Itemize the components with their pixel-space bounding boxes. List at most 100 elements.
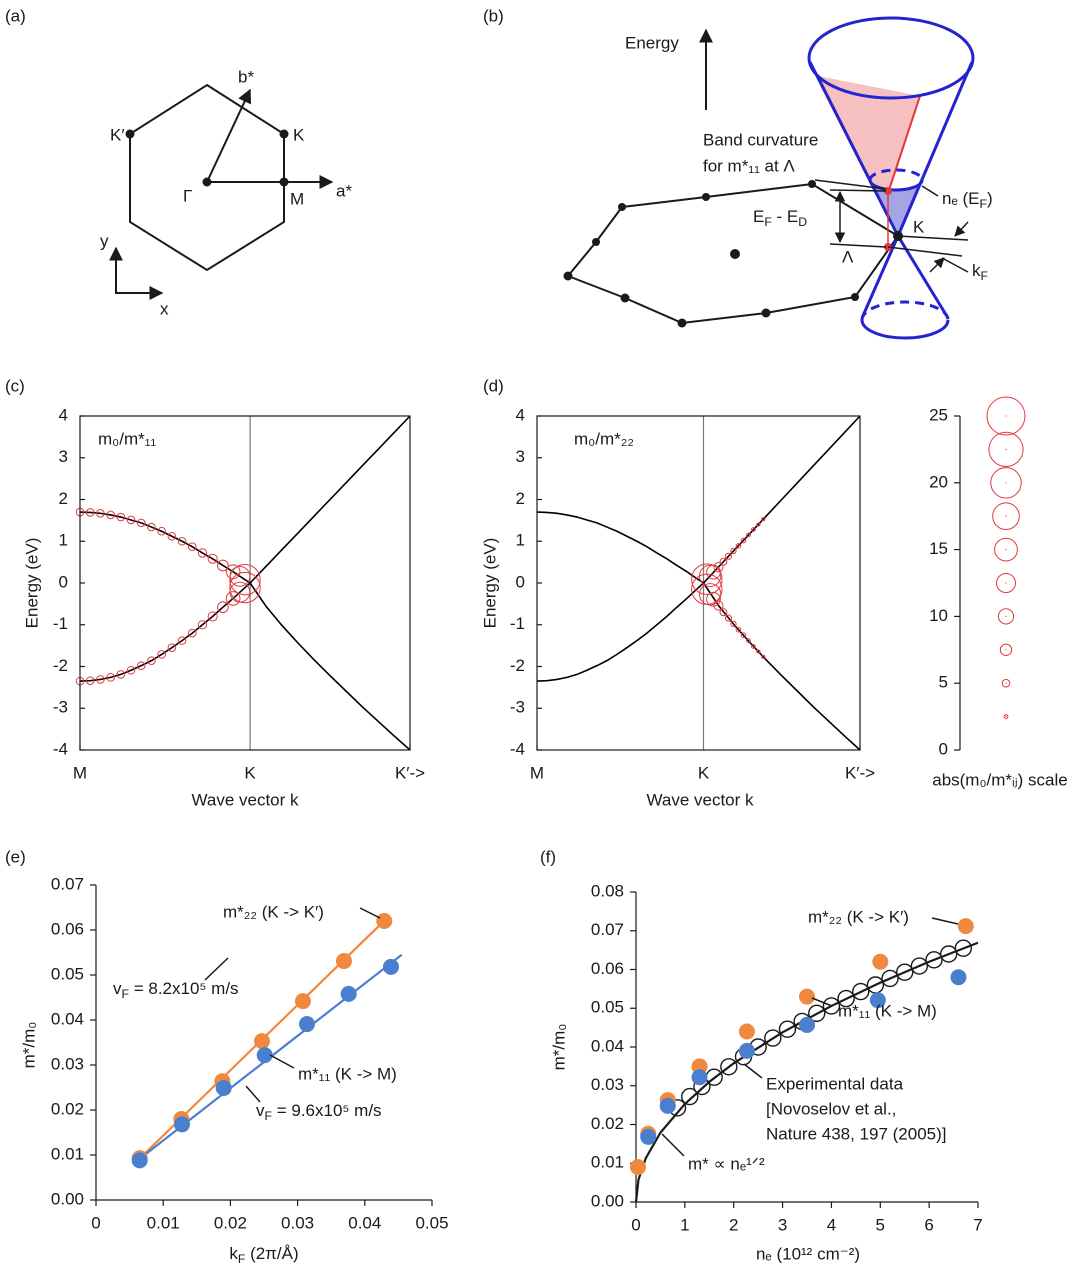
marker (738, 1023, 755, 1040)
panel-label: (b) (483, 6, 504, 25)
x-tick-label: 0.03 (281, 1213, 314, 1232)
energy-label: Energy (625, 33, 679, 52)
marker (799, 988, 815, 1005)
curvature-bubble (706, 564, 721, 580)
marker (294, 993, 311, 1010)
curvature-bubble (147, 522, 156, 532)
text-part: - E (772, 207, 798, 226)
leader-line (245, 1085, 261, 1103)
y-tick-label: 3 (59, 447, 68, 466)
y-tick-label: 0.03 (591, 1075, 624, 1094)
y-tick-label: 0.03 (51, 1054, 84, 1073)
kf-arrow (929, 257, 945, 273)
y-tick-label: 0.07 (51, 874, 84, 893)
zone-point (618, 203, 626, 211)
text-part: F (981, 269, 988, 283)
y-tick-label: 0.01 (51, 1144, 84, 1163)
y-tick-label: 0.05 (51, 964, 84, 983)
marker (174, 1116, 191, 1133)
y-tick-label: -4 (510, 739, 525, 758)
curvature-bubble (756, 522, 761, 527)
y-tick-label: 3 (516, 447, 525, 466)
text-part: E (753, 207, 764, 226)
point-gamma (202, 177, 212, 187)
text-part: nₑ (E (942, 189, 980, 208)
series-label: m*₁₁ (K -> M) (298, 1064, 397, 1083)
y-tick-label: -3 (53, 698, 68, 717)
curvature-bubble (197, 548, 208, 558)
y-tick-label: 0.06 (591, 959, 624, 978)
curvature-bubble (724, 614, 733, 622)
source-label: [Novoselov et al., (766, 1099, 896, 1118)
curvature-bubble (207, 611, 218, 622)
y-tick-label: -1 (510, 614, 525, 633)
marker (383, 958, 400, 975)
x-tick-label: 5 (876, 1215, 885, 1234)
zone-point (592, 238, 600, 246)
x-tick-label: 2 (729, 1215, 738, 1234)
open-marker (822, 997, 841, 1015)
marker (872, 953, 889, 970)
kf-line (887, 246, 963, 257)
zone-points (563, 180, 859, 328)
y-tick-label: 10 (929, 606, 948, 625)
text-part: D (798, 215, 807, 229)
source-label: Nature 438, 197 (2005)] (766, 1124, 947, 1143)
marker (335, 953, 352, 970)
curvature-bubble (713, 600, 724, 611)
zone-point (563, 271, 573, 281)
y-tick-label: 20 (929, 472, 948, 491)
zone-point (851, 293, 859, 301)
leader-line (941, 257, 969, 273)
curvature-label: Band curvature (703, 130, 818, 149)
kf-label: kF (972, 261, 988, 283)
leader-line (931, 917, 959, 925)
curvature-bubble (177, 636, 187, 645)
text-part: F (764, 215, 771, 229)
kf-line (897, 235, 969, 241)
x-tick-label: 0.05 (415, 1213, 448, 1232)
leader-line (204, 957, 229, 981)
scale-bubble (1003, 714, 1009, 719)
scale-dot (1005, 515, 1007, 517)
series-label: Experimental data (766, 1074, 904, 1093)
curvature-bubble (106, 510, 115, 520)
open-marker (925, 951, 943, 969)
leader-line (359, 907, 381, 919)
scale-dot (1005, 549, 1007, 551)
scale-bubble (994, 537, 1018, 562)
scale-dot (1005, 649, 1007, 651)
open-marker (896, 963, 914, 981)
scale-bubble (990, 467, 1022, 499)
marker (253, 1033, 270, 1050)
curvature-bubble (740, 632, 747, 638)
x-axis-label: abs(m₀/m*ᵢⱼ) scale (932, 770, 1068, 789)
curvature-bubble (157, 650, 166, 659)
curvature-bubble (225, 591, 241, 606)
curvature-bubble (229, 571, 261, 604)
k-prime-label: K′ (110, 125, 125, 144)
scale-dot (1005, 482, 1007, 484)
panel-label: (a) (5, 6, 26, 25)
series-label: m*₂₂ (K -> K′) (808, 907, 909, 926)
leader-line (921, 185, 939, 197)
curvature-bubble (746, 532, 751, 538)
y-tick-label: 1 (516, 531, 525, 550)
y-tick-label: 0.07 (591, 920, 624, 939)
panel-a: (a) b* K′ K Γ M a* y x (5, 6, 352, 318)
x-tick-label: 1 (680, 1215, 689, 1234)
x-tick-label: M (530, 763, 544, 782)
curvature-bubble (761, 654, 766, 659)
y-tick-label: 2 (59, 489, 68, 508)
k-label: K (293, 125, 305, 144)
zone-center (730, 249, 740, 259)
fermi-density-label: nₑ (EF) (942, 189, 993, 211)
y-tick-label: 2 (516, 489, 525, 508)
y-tick-label: 0.02 (51, 1099, 84, 1118)
lambda-label: Λ (842, 247, 854, 266)
cone-top (807, 16, 975, 100)
curvature-bubble (167, 531, 177, 541)
energy-difference-label: EF - ED (753, 207, 807, 229)
text-part: v (113, 979, 122, 998)
